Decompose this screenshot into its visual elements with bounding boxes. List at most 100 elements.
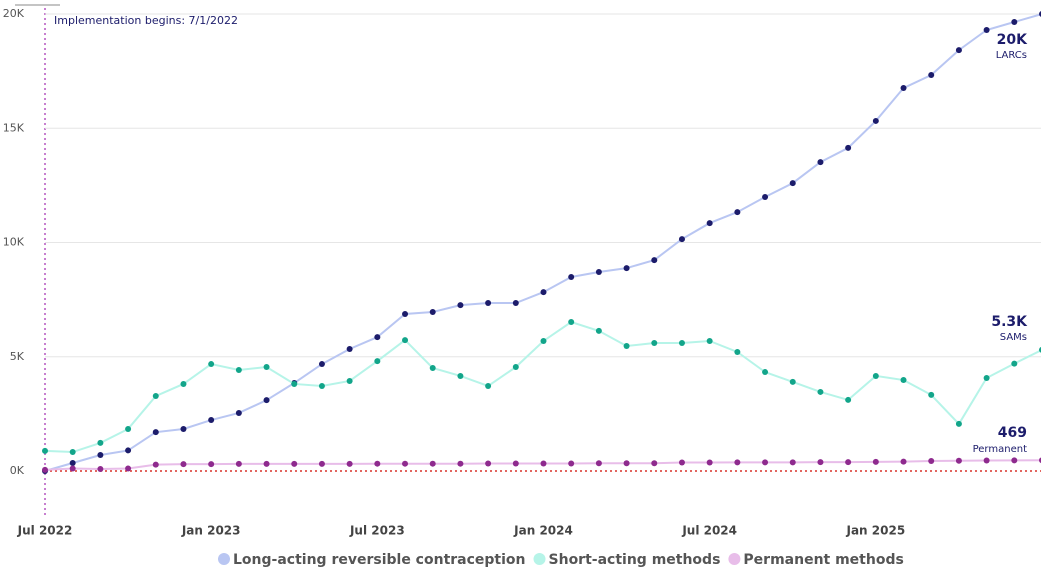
data-point — [457, 372, 464, 379]
data-point — [485, 382, 492, 389]
data-point — [983, 457, 990, 464]
data-point — [291, 460, 298, 467]
annotation: Implementation begins: 7/1/2022 — [54, 14, 238, 27]
data-point — [623, 343, 630, 350]
x-tick-label: Jul 2022 — [17, 524, 73, 538]
data-point — [928, 391, 935, 398]
data-point — [263, 397, 270, 404]
data-point — [1011, 360, 1018, 367]
data-point — [485, 460, 492, 467]
data-point — [678, 340, 685, 347]
y-tick-label: 0K — [10, 464, 25, 477]
end-series-label: SAMs — [1000, 332, 1027, 343]
data-point — [346, 460, 353, 467]
data-point — [69, 460, 76, 467]
data-point — [69, 449, 76, 456]
data-point — [1011, 18, 1018, 25]
data-point — [845, 396, 852, 403]
data-point — [346, 377, 353, 384]
data-point — [540, 460, 547, 467]
data-point — [429, 308, 436, 315]
data-point — [928, 72, 935, 79]
end-series-label: LARCs — [996, 50, 1027, 61]
data-point — [762, 194, 769, 201]
x-tick-label: Jan 2023 — [181, 524, 241, 538]
data-point — [623, 265, 630, 272]
data-point — [42, 466, 48, 473]
data-point — [125, 447, 132, 454]
x-tick-label: Jul 2024 — [681, 524, 737, 538]
data-point — [678, 459, 685, 466]
end-value-label: 469 — [998, 425, 1027, 441]
y-tick-label: 10K — [3, 236, 25, 249]
data-point — [318, 382, 325, 389]
data-point — [983, 375, 990, 382]
data-point — [69, 465, 76, 472]
data-point — [374, 334, 381, 341]
legend-marker — [533, 553, 546, 565]
legend: Long-acting reversible contraception Shor… — [218, 552, 904, 568]
data-point — [42, 447, 48, 454]
data-point — [97, 439, 104, 446]
data-point — [734, 459, 741, 466]
legend-marker — [218, 553, 230, 565]
data-point — [180, 380, 187, 387]
data-point — [872, 372, 879, 379]
y-tick-label: 5K — [10, 350, 25, 363]
data-point — [374, 460, 381, 467]
data-point — [263, 364, 270, 371]
data-point — [789, 378, 796, 385]
data-point — [152, 461, 159, 468]
data-point — [318, 460, 325, 467]
data-point — [595, 268, 602, 275]
data-point — [817, 459, 824, 466]
data-point — [429, 460, 436, 467]
data-point — [125, 465, 132, 472]
data-point — [374, 358, 381, 365]
data-point — [623, 460, 630, 467]
data-point — [845, 144, 852, 151]
data-point — [208, 361, 215, 368]
data-point — [457, 460, 464, 467]
data-point — [180, 461, 187, 468]
data-point — [512, 460, 519, 467]
data-point — [706, 459, 713, 466]
data-point — [97, 452, 104, 459]
data-point — [540, 289, 547, 296]
data-point — [678, 236, 685, 243]
x-tick-label: Jul 2023 — [349, 524, 405, 538]
data-point — [595, 327, 602, 334]
data-point — [595, 460, 602, 467]
legend-label: Long-acting reversible contraception — [233, 552, 526, 568]
data-point — [817, 159, 824, 166]
data-point — [872, 117, 879, 124]
data-point — [900, 85, 907, 92]
data-point — [568, 460, 575, 467]
data-point — [540, 337, 547, 344]
data-point — [734, 348, 741, 355]
data-point — [928, 457, 935, 464]
y-tick-label: 15K — [3, 121, 25, 134]
data-point — [568, 319, 575, 326]
data-point — [346, 345, 353, 352]
data-point — [512, 364, 519, 371]
data-point — [485, 300, 492, 307]
data-point — [152, 429, 159, 436]
data-point — [457, 302, 464, 309]
data-point — [706, 220, 713, 227]
data-point — [762, 369, 769, 376]
data-point — [429, 364, 436, 371]
data-point — [762, 459, 769, 466]
data-point — [789, 180, 796, 187]
data-point — [291, 380, 298, 387]
legend-label: Short-acting methods — [549, 552, 721, 568]
data-point — [97, 465, 104, 472]
data-point — [651, 460, 658, 467]
legend-label: Permanent methods — [743, 552, 903, 568]
x-tick-label: Jan 2024 — [513, 524, 573, 538]
data-point — [955, 47, 962, 54]
end-value-label: 20K — [997, 32, 1028, 48]
data-point — [235, 367, 242, 374]
y-tick-label: 20K — [3, 7, 25, 20]
